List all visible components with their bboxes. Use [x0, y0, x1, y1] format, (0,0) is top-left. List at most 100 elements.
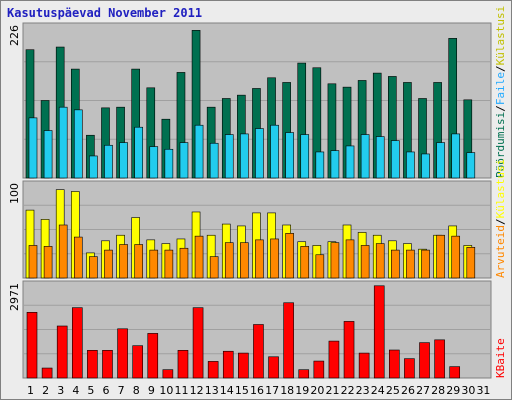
bar-files — [406, 151, 415, 179]
bar-files — [224, 134, 234, 179]
x-tick-label: 25 — [386, 384, 400, 397]
bar-computers — [119, 244, 128, 279]
x-tick-label: 31 — [476, 384, 490, 397]
y-max-label-visits: 100 — [8, 183, 21, 204]
bars — [25, 30, 476, 379]
bar-computers — [360, 245, 370, 279]
x-tick-label: 12 — [190, 384, 204, 397]
x-tick-label: 30 — [461, 384, 475, 397]
bar-files — [300, 134, 310, 179]
bar-computers — [164, 249, 174, 279]
y-max-label-kbytes: 2971 — [8, 283, 21, 311]
x-tick-label: 19 — [295, 384, 309, 397]
bar-kbytes — [177, 350, 189, 379]
bar-files — [466, 152, 476, 179]
bar-computers — [104, 249, 113, 279]
bar-kbytes — [328, 340, 340, 379]
x-tick-label: 23 — [356, 384, 370, 397]
x-tick-label: 10 — [159, 384, 173, 397]
bar-kbytes — [238, 352, 249, 379]
bar-computers — [315, 254, 325, 279]
bar-kbytes — [283, 302, 294, 379]
bar-kbytes — [56, 325, 68, 379]
bar-files — [149, 146, 159, 179]
bar-kbytes — [147, 333, 159, 379]
bar-files — [240, 133, 249, 179]
x-tick-label: 8 — [133, 384, 140, 397]
bar-files — [345, 145, 355, 179]
bar-files — [270, 124, 279, 179]
bar-kbytes — [389, 349, 400, 379]
x-tick-label: 28 — [431, 384, 445, 397]
bar-files — [285, 132, 294, 179]
bar-computers — [285, 233, 294, 279]
bar-computers — [58, 224, 68, 279]
bar-kbytes — [358, 352, 370, 379]
bar-computers — [240, 242, 249, 279]
bar-computers — [300, 246, 310, 279]
bar-computers — [194, 235, 204, 279]
side-legend-kbytes: KBaite — [494, 338, 507, 378]
x-tick-label: 29 — [446, 384, 460, 397]
x-tick-labels: 1 2 3 4 5 6 7 8 9 10 11 12 13 14 15 16 17 18 19 20 21 22 23 24 2… — [27, 384, 490, 397]
bar-kbytes — [207, 361, 219, 379]
bar-kbytes — [117, 328, 128, 379]
bar-kbytes — [26, 312, 38, 379]
bar-kbytes — [313, 360, 325, 379]
legend-files: Faile — [494, 72, 507, 105]
bar-kbytes — [343, 321, 355, 379]
bar-kbytes — [71, 307, 83, 379]
bar-kbytes — [222, 350, 234, 379]
bar-computers — [28, 245, 38, 279]
bar-kbytes — [268, 356, 279, 379]
legend-hits: Pöördumisi — [494, 112, 507, 178]
bar-files — [194, 124, 204, 179]
bar-computers — [466, 247, 476, 279]
bar-computers — [224, 242, 234, 279]
bar-files — [375, 136, 385, 179]
bar-computers — [345, 239, 355, 279]
bar-files — [330, 150, 340, 179]
bar-computers — [179, 247, 189, 279]
x-tick-label: 3 — [57, 384, 64, 397]
bar-files — [315, 151, 325, 179]
bar-files — [209, 142, 219, 179]
bar-kbytes — [449, 366, 461, 379]
x-tick-label: 22 — [341, 384, 355, 397]
bar-computers — [149, 249, 159, 279]
chart-title: Kasutuspäevad November 2011 — [7, 6, 202, 20]
legend-visits: Külastusi — [494, 159, 507, 219]
x-tick-label: 7 — [118, 384, 125, 397]
bar-computers — [89, 256, 98, 279]
x-tick-label: 26 — [401, 384, 415, 397]
x-tick-label: 18 — [280, 384, 294, 397]
x-tick-label: 16 — [250, 384, 264, 397]
legend-computers: Arvuteid — [494, 225, 507, 278]
bar-kbytes — [298, 369, 310, 379]
x-tick-label: 24 — [371, 384, 385, 397]
x-tick-label: 13 — [205, 384, 219, 397]
bar-computers — [330, 242, 340, 279]
bar-computers — [270, 238, 279, 279]
bar-files — [73, 109, 83, 179]
bar-files — [255, 128, 264, 179]
x-tick-label: 1 — [27, 384, 34, 397]
x-tick-label: 27 — [416, 384, 430, 397]
x-tick-label: 5 — [87, 384, 94, 397]
x-tick-label: 17 — [265, 384, 279, 397]
side-legend-hits-files-visits: Pöördumisi/Faile/Külastusi — [494, 6, 507, 178]
bar-computers — [421, 249, 430, 279]
bar-computers — [436, 234, 445, 279]
bar-files — [104, 144, 113, 179]
bar-computers — [209, 256, 219, 279]
bar-files — [179, 142, 189, 179]
x-tick-label: 4 — [72, 384, 79, 397]
bar-kbytes — [373, 285, 385, 379]
bar-files — [58, 106, 68, 179]
bar-kbytes — [132, 345, 143, 379]
x-tick-label: 6 — [103, 384, 110, 397]
bar-kbytes — [87, 350, 98, 379]
legend-separator: / — [494, 218, 507, 225]
